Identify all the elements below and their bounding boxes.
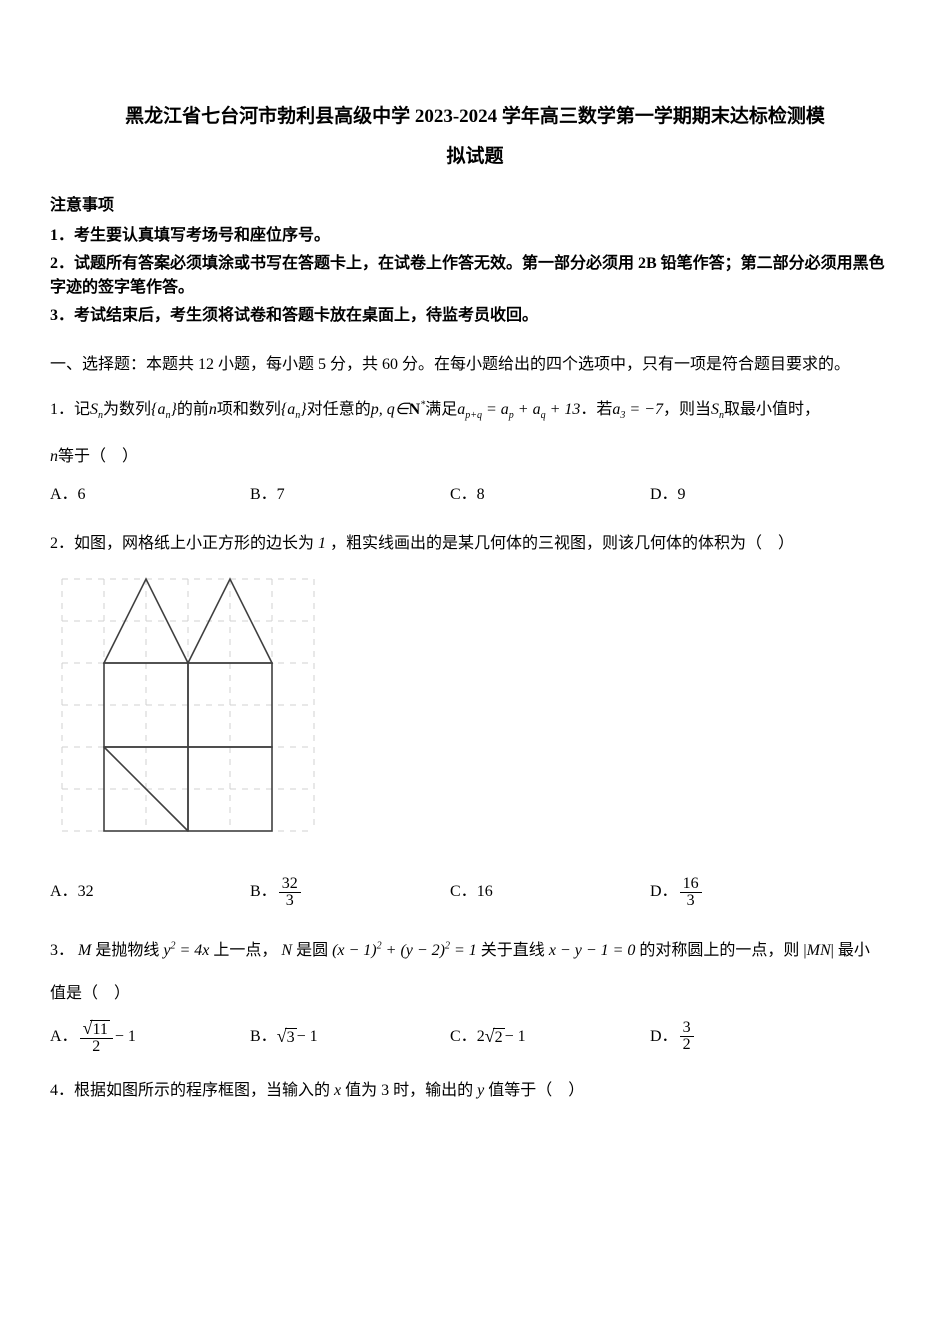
q1-t3: 项和数列: [217, 392, 281, 427]
q4-y: y: [477, 1082, 484, 1099]
q1-seq1: {an}: [151, 392, 177, 427]
q1-opt-a: A．6: [50, 482, 250, 508]
question-2: 2．如图，网格纸上小正方形的边长为 1 ，粗实线画出的是某几何体的三视图，则该几…: [50, 526, 900, 561]
q1-N: N*: [409, 392, 426, 427]
q2-one: 1: [318, 535, 326, 552]
q3-abs: |MN|: [803, 942, 837, 959]
q3-t2: 上一点，: [213, 942, 277, 959]
q1-n2: n: [50, 439, 58, 474]
q3-opt-a: A． √11 2 − 1: [50, 1019, 250, 1055]
q3-t3: 是圆: [296, 942, 328, 959]
q4-t2: 值等于（ ）: [488, 1082, 584, 1099]
q1-opt-d: D．9: [650, 482, 850, 508]
q1-opt-c: C．8: [450, 482, 650, 508]
q1-options: A．6 B．7 C．8 D．9: [50, 482, 900, 508]
section-1-heading: 一、选择题：本题共 12 小题，每小题 5 分，共 60 分。在每小题给出的四个…: [50, 352, 900, 378]
q1-a3: a3 = −7: [612, 392, 663, 427]
q2-opt-a: A． 32: [50, 879, 250, 905]
three-view-svg: [58, 575, 318, 853]
q1-t1: 为数列: [103, 392, 151, 427]
q3-parabola: y2 = 4x: [163, 942, 213, 959]
q1-prefix: 1．记: [50, 392, 90, 427]
q3-options: A． √11 2 − 1 B． √3 − 1 C． 2 √2 − 1 D． 3 …: [50, 1019, 900, 1055]
q2-three-view-graph: [58, 575, 900, 862]
q4-t1: 值为 3 时，输出的: [345, 1082, 473, 1099]
q3-t7: 值是（ ）: [50, 985, 130, 1002]
question-1: 1．记 Sn 为数列 {an} 的前 n 项和数列 {an} 对任意的 p, q…: [50, 392, 900, 474]
q1-eq1: ap+q = ap + aq + 13: [457, 392, 580, 427]
notice-item-3: 3．考试结束后，考生须将试卷和答题卡放在桌面上，待监考员收回。: [50, 304, 900, 328]
q3-t6: 最小: [838, 942, 870, 959]
q3-opt-b: B． √3 − 1: [250, 1022, 450, 1051]
q1-seq2: {an}: [281, 392, 307, 427]
q1-t8: 取最小值时，: [724, 392, 820, 427]
notice-item-1: 1．考生要认真填写考场号和座位序号。: [50, 224, 900, 248]
q3-opt-c: C． 2 √2 − 1: [450, 1022, 650, 1051]
q1-n: n: [209, 392, 217, 427]
q3-t4: 关于直线: [481, 942, 545, 959]
q1-t7: ，则当: [663, 392, 711, 427]
notice-item-2: 2．试题所有答案必须填涂或书写在答题卡上，在试卷上作答无效。第一部分必须用 2B…: [50, 252, 900, 300]
q1-t6: ．若: [580, 392, 612, 427]
q1-opt-b: B．7: [250, 482, 450, 508]
q3-t1: 是抛物线: [95, 942, 159, 959]
q2-opt-d: D． 16 3: [650, 876, 850, 909]
q1-t5: 满足: [425, 392, 457, 427]
question-3: 3． M 是抛物线 y2 = 4x 上一点， N 是圆 (x − 1)2 + (…: [50, 933, 900, 968]
q2-text-b: ，粗实线画出的是某几何体的三视图，则该几何体的体积为（ ）: [330, 535, 794, 552]
q1-pq: p, q: [371, 392, 395, 427]
q3-prefix: 3．: [50, 942, 74, 959]
q2-opt-c: C． 16: [450, 879, 650, 905]
q3-M: M: [78, 942, 91, 959]
q3-opt-d: D． 3 2: [650, 1020, 850, 1053]
q3-t5: 的对称圆上的一点，则: [639, 942, 799, 959]
q1-Sn: Sn: [90, 392, 103, 427]
question-4: 4．根据如图所示的程序框图，当输入的 x 值为 3 时，输出的 y 值等于（ ）: [50, 1073, 900, 1108]
q4-prefix: 4．根据如图所示的程序框图，当输入的: [50, 1082, 330, 1099]
q1-t2: 的前: [177, 392, 209, 427]
q3-line: x − y − 1 = 0: [549, 942, 636, 959]
q2-opt-b: B． 32 3: [250, 876, 450, 909]
q3-circle: (x − 1)2 + (y − 2)2 = 1: [332, 942, 481, 959]
q1-in: ∈: [395, 392, 409, 427]
page-title: 黑龙江省七台河市勃利县高级中学 2023-2024 学年高三数学第一学期期末达标…: [50, 100, 900, 134]
q1-t4: 对任意的: [307, 392, 371, 427]
q1-t9: 等于（ ）: [58, 439, 138, 474]
notice-heading: 注意事项: [50, 193, 900, 219]
q4-x: x: [334, 1082, 341, 1099]
page-subtitle: 拟试题: [50, 142, 900, 172]
q2-options: A． 32 B． 32 3 C． 16 D． 16 3: [50, 876, 900, 909]
q1-Sn2: Sn: [711, 392, 724, 427]
q2-text-a: 2．如图，网格纸上小正方形的边长为: [50, 535, 314, 552]
question-3-line2: 值是（ ）: [50, 976, 900, 1011]
q3-N: N: [281, 942, 292, 959]
